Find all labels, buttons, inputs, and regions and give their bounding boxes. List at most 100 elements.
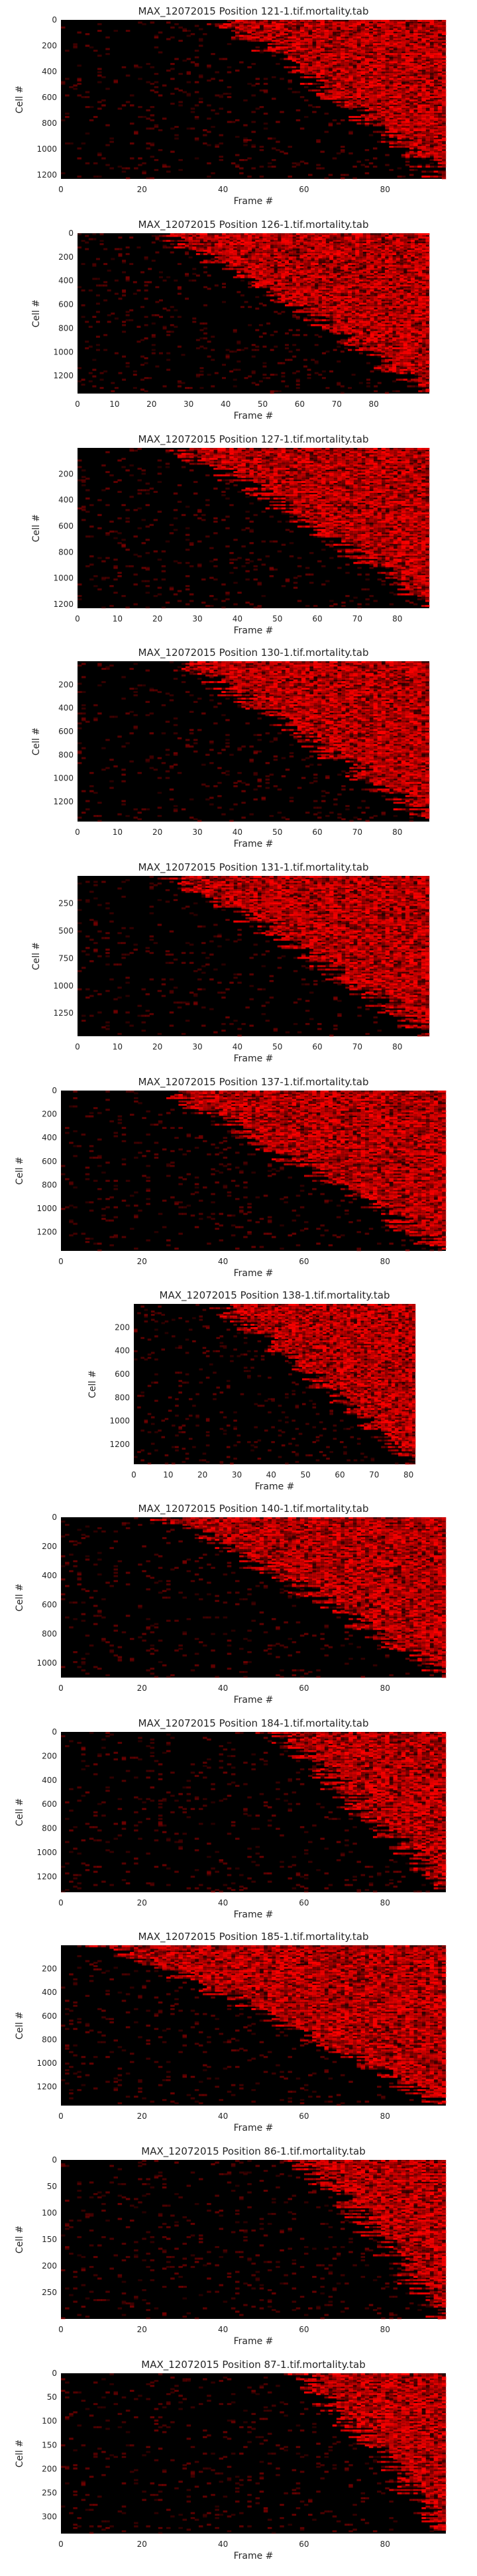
heat-cell: [138, 158, 142, 160]
heat-cell: [421, 171, 426, 173]
heat-cell: [405, 161, 410, 163]
heat-cell: [97, 154, 102, 156]
heat-cell: [170, 240, 174, 242]
heat-cell: [100, 233, 104, 235]
heat-cell: [150, 22, 155, 24]
heat-cell: [187, 58, 191, 60]
heat-cell: [166, 235, 170, 237]
heat-cell: [126, 75, 131, 77]
heat-cell: [264, 91, 268, 93]
heat-cell: [122, 105, 127, 107]
heat-cell: [304, 83, 309, 85]
heat-cell: [130, 123, 134, 125]
heat-cell: [264, 113, 268, 115]
heat-cell: [174, 138, 179, 140]
heat-cell: [146, 118, 150, 120]
heat-cell: [413, 148, 418, 150]
heat-cell: [227, 72, 232, 74]
heat-cell: [369, 123, 374, 125]
heat-cell: [268, 138, 272, 140]
heat-cell: [308, 73, 313, 75]
y-axis-label: Cell #: [15, 85, 25, 113]
heat-cell: [191, 128, 195, 130]
heat-cell: [101, 105, 106, 107]
heat-cell: [268, 166, 272, 168]
heat-cell: [166, 166, 171, 168]
heat-cell: [163, 240, 167, 242]
heat-cell: [146, 142, 150, 144]
heat-cell: [373, 125, 378, 127]
heat-cell: [150, 119, 155, 121]
heat-cell: [178, 240, 182, 242]
heat-cell: [78, 246, 81, 248]
heat-cell: [312, 89, 317, 91]
heat-cell: [276, 149, 280, 151]
heat-cell: [154, 86, 159, 88]
heat-cell: [207, 162, 211, 164]
heat-cell: [316, 141, 321, 143]
heat-cell: [85, 133, 90, 134]
heat-cell: [174, 88, 179, 90]
heat-cell: [377, 131, 382, 133]
heat-cell: [170, 36, 175, 38]
x-tick-label: 0: [58, 185, 64, 194]
heat-cell: [288, 146, 292, 148]
heat-cell: [385, 141, 390, 143]
heat-cell: [341, 151, 345, 153]
heat-cell: [304, 116, 309, 118]
heat-cell: [97, 81, 102, 83]
heat-cell: [174, 58, 179, 60]
heat-cell: [325, 178, 329, 180]
heat-cell: [207, 131, 211, 133]
heat-cell: [97, 30, 102, 32]
heat-cell: [280, 111, 284, 113]
heat-cell: [178, 235, 182, 237]
heat-cell: [150, 128, 155, 130]
heat-cell: [243, 159, 248, 161]
heat-cell: [191, 62, 195, 64]
heat-cell: [329, 98, 333, 100]
heat-cell: [158, 52, 163, 54]
heat-cell: [348, 108, 353, 110]
heat-cell: [89, 106, 94, 108]
heat-cell: [260, 40, 264, 42]
heat-cell: [166, 246, 170, 248]
heat-cell: [211, 78, 215, 80]
heat-cell: [159, 235, 163, 237]
heat-cell: [178, 89, 183, 91]
heat-cell: [142, 162, 146, 164]
heat-cell: [344, 174, 349, 176]
heat-cell: [92, 238, 96, 240]
heat-cell: [373, 109, 378, 111]
heat-cell: [398, 176, 402, 178]
heat-cell: [235, 136, 240, 138]
heat-cell: [178, 40, 183, 42]
heat-cell: [365, 125, 370, 127]
heat-cell: [361, 116, 366, 118]
heat-cell: [93, 50, 98, 52]
heat-cell: [373, 119, 378, 121]
heat-cell: [174, 126, 179, 128]
heat-cell: [251, 168, 256, 170]
heat-cell: [130, 158, 134, 160]
heat-cell: [421, 166, 426, 168]
heat-cell: [154, 36, 159, 38]
heat-cell: [126, 246, 130, 248]
heat-cell: [105, 53, 110, 55]
heat-cell: [227, 111, 232, 113]
heat-cell: [185, 240, 189, 242]
heat-cell: [356, 161, 361, 163]
heat-cell: [341, 106, 345, 108]
heat-cell: [316, 95, 321, 97]
heat-cell: [409, 138, 414, 140]
heat-cell: [227, 66, 232, 68]
heat-cell: [312, 83, 317, 85]
y-tick-label: 1000: [36, 144, 57, 154]
heat-cell: [381, 125, 386, 127]
heat-cell: [215, 72, 219, 74]
heat-cell: [389, 131, 394, 133]
heat-cell: [130, 95, 134, 97]
heat-cell: [442, 166, 447, 168]
heat-cell: [385, 131, 390, 133]
heat-cell: [348, 152, 353, 154]
